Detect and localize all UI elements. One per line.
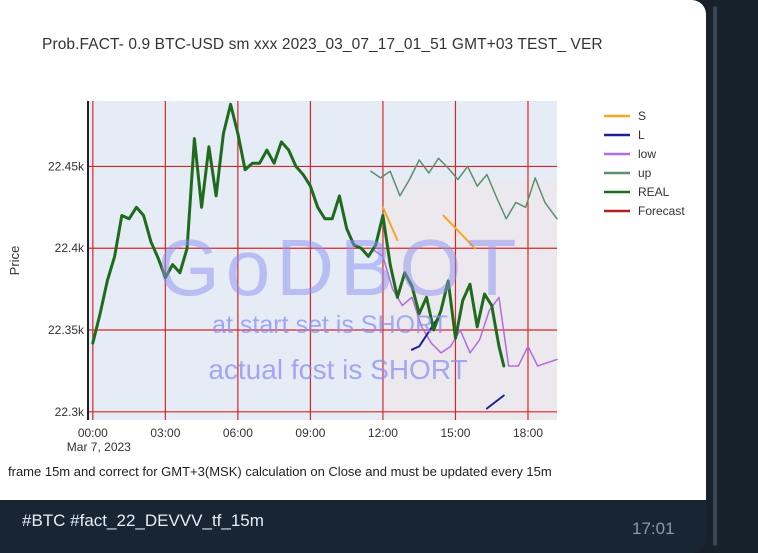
x-tick-label: 15:00	[440, 426, 470, 440]
y-tick-label: 22.45k	[48, 159, 85, 173]
x-tick-label: 18:00	[513, 426, 543, 440]
legend-label: REAL	[638, 185, 670, 199]
series-line-low	[370, 247, 558, 367]
legend-entry: S	[604, 109, 646, 123]
message-time: 17:01	[632, 519, 675, 538]
message-bubble: Prob.FACT- 0.9 BTC-USD sm xxx 2023_03_07…	[0, 0, 706, 538]
watermark-logo: GoDBOT	[158, 223, 523, 312]
y-tick-label: 22.35k	[48, 323, 85, 337]
y-axis-label: Price	[7, 246, 22, 276]
legend-label: low	[638, 147, 656, 161]
watermark-line-1: at start set is SHORT	[212, 311, 448, 339]
legend-entry: up	[604, 166, 652, 180]
scrollbar[interactable]	[712, 6, 718, 546]
x-tick-label: 12:00	[368, 426, 398, 440]
series-line-real	[91, 102, 506, 368]
y-tick-label: 22.3k	[55, 405, 85, 419]
legend-entry: Forecast	[604, 204, 685, 218]
chart-image[interactable]: Prob.FACT- 0.9 BTC-USD sm xxx 2023_03_07…	[0, 0, 706, 500]
legend-label: S	[638, 109, 646, 123]
chart-title: Prob.FACT- 0.9 BTC-USD sm xxx 2023_03_07…	[42, 36, 603, 53]
x-tick-label: 06:00	[223, 426, 253, 440]
message-caption: #BTC #fact_22_DEVVV_tf_15m	[22, 511, 264, 530]
x-tick-label: 03:00	[150, 426, 180, 440]
legend-label: L	[638, 128, 645, 142]
series-line-l	[485, 394, 505, 410]
legend-label: up	[638, 166, 652, 180]
x-tick-label: 09:00	[295, 426, 325, 440]
legend-entry: L	[604, 128, 645, 142]
watermark-line-2: actual fcst is SHORT	[208, 354, 467, 385]
x-tick-sublabel: Mar 7, 2023	[67, 440, 131, 454]
legend-entry: REAL	[604, 185, 670, 199]
line-chart: 00:00 03:00 06:00 09:00 12:00 15:00 18:00 22.3k…	[7, 101, 685, 454]
series-line-s	[442, 214, 476, 250]
legend-label: Forecast	[638, 204, 685, 218]
y-tick-label: 22.4k	[55, 241, 85, 255]
legend-entry: low	[604, 147, 656, 161]
series-line-s	[381, 206, 399, 242]
x-tick-label: 00:00	[78, 426, 108, 440]
series-line-up	[370, 157, 558, 220]
chart-footer-note: frame 15m and correct for GMT+3(MSK) cal…	[8, 464, 552, 479]
